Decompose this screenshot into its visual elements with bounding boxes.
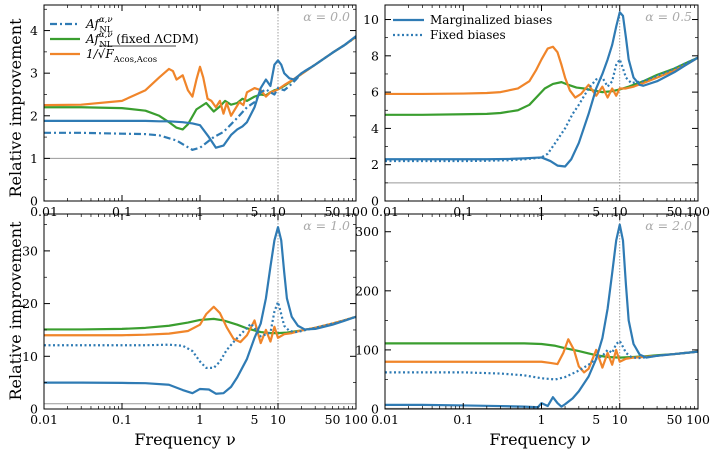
xtick-extra-label-top-right-0: 5 [592,204,600,219]
xlabel-left: Frequency ν [134,430,235,449]
xtick-label-bottom-right-0: 0.01 [371,412,399,427]
legend-left-label-1: Afα,ν NL [85,15,113,35]
legend-left-label-2: Afα,ν NL (fixed ΛCDM) [85,30,199,50]
series-top-left-1 [44,36,356,117]
xtick-label-top-right-3: 10 [612,204,628,219]
xtick-extra-label-top-left-1: 50 [325,204,341,219]
legend-right: Marginalized biases Fixed biases [393,13,552,42]
series-top-right-1 [385,45,698,99]
series-top-right-2 [385,56,698,163]
alpha-label-top-left: α = 0.0 [303,9,350,24]
ytick-label-bottom-left-0: 0 [30,402,38,417]
xtick-extra-label-bottom-left-1: 50 [325,412,341,427]
xtick-label-bottom-left-0: 0.01 [30,412,58,427]
xtick-label-bottom-right-4: 100 [686,412,710,427]
ytick-label-top-left-4: 4 [30,23,38,38]
xtick-label-top-left-3: 10 [270,204,286,219]
series-bottom-left-1 [44,305,356,345]
series-bottom-left-3 [44,226,356,395]
xtick-label-top-right-4: 100 [686,204,710,219]
xtick-extra-label-top-right-1: 50 [666,204,682,219]
xtick-label-bottom-right-3: 10 [612,412,628,427]
xtick-label-top-left-2: 1 [196,204,204,219]
xtick-label-bottom-right-2: 1 [538,412,546,427]
alpha-label-bottom-left: α = 1.0 [303,218,350,233]
ytick-label-bottom-left-2: 20 [22,296,38,311]
ytick-label-top-left-0: 0 [30,194,38,209]
xtick-label-top-right-2: 1 [538,204,546,219]
ytick-label-bottom-left-3: 30 [22,243,38,258]
panel-bottom-right: 0.01 0.1 1 10 100 5 50 0 100 200 300 α = 2.0 [355,213,710,427]
ytick-label-top-left-1: 1 [30,151,38,166]
xtick-label-top-right-1: 0.1 [453,204,473,219]
ylabel-top: Relative improvement [6,18,25,198]
ytick-label-top-right-4: 8 [371,48,379,63]
xtick-extra-label-bottom-right-1: 50 [666,412,682,427]
xtick-extra-label-bottom-left-0: 5 [251,412,259,427]
panel-bottom-left: 0.01 0.1 1 10 100 5 50 0 10 20 30 α = 1.0 [22,213,368,427]
ytick-label-bottom-right-3: 300 [355,224,379,239]
ytick-label-top-right-1: 2 [371,157,379,172]
series-bottom-left-2 [44,300,356,369]
series-bottom-right-3 [385,223,698,409]
ylabel-bottom: Relative improvement [6,221,25,401]
xtick-label-bottom-right-1: 0.1 [453,412,473,427]
xtick-label-bottom-left-3: 10 [270,412,286,427]
series-top-left-3 [44,35,356,149]
xlabel-right: Frequency ν [489,430,590,449]
panel-top-right: 0.01 0.1 1 10 100 5 50 0 2 4 6 8 10 α = 0.5 [363,4,710,219]
xtick-label-top-left-1: 0.1 [112,204,132,219]
legend-right-label-2: Fixed biases [430,28,506,42]
xtick-label-top-right-0: 0.01 [371,204,399,219]
ytick-label-top-left-3: 3 [30,66,38,81]
xtick-label-bottom-left-1: 0.1 [112,412,132,427]
ytick-label-bottom-right-1: 100 [355,342,379,357]
frame-bottom-left [43,213,357,410]
series-top-right-0 [385,56,698,116]
frame-bottom-right [384,213,699,410]
ytick-label-bottom-right-0: 0 [371,402,379,417]
ytick-label-top-left-2: 2 [30,108,38,123]
ytick-label-bottom-left-1: 10 [22,349,38,364]
alpha-label-top-right: α = 0.5 [645,9,692,24]
ytick-label-top-right-3: 6 [371,85,379,100]
xtick-extra-label-bottom-right-0: 5 [592,412,600,427]
xtick-label-top-left-4: 100 [344,204,368,219]
xtick-extra-label-top-left-0: 5 [251,204,259,219]
series-top-right-3 [385,11,698,168]
legend-right-label-1: Marginalized biases [430,13,552,27]
ytick-label-top-right-2: 4 [371,121,379,136]
ytick-label-top-right-0: 0 [371,194,379,209]
legend-left-label-3: 1/√FAcos,Acos [86,47,157,65]
series-top-left-2 [44,36,356,151]
series-bottom-right-2 [385,339,698,381]
xtick-label-bottom-left-4: 100 [344,412,368,427]
panel-top-left: 0.01 0.1 1 10 100 5 50 0 1 2 3 4 α = 0.0 [30,4,368,219]
xtick-label-bottom-left-2: 1 [196,412,204,427]
alpha-label-bottom-right: α = 2.0 [645,218,692,233]
legend-left: Afα,ν NL Afα,ν NL (fixed ΛCDM) 1/√FAcos,Ac… [50,15,199,65]
ytick-label-top-right-5: 10 [363,12,379,27]
xtick-label-top-left-0: 0.01 [30,204,58,219]
ytick-label-bottom-right-2: 200 [355,283,379,298]
